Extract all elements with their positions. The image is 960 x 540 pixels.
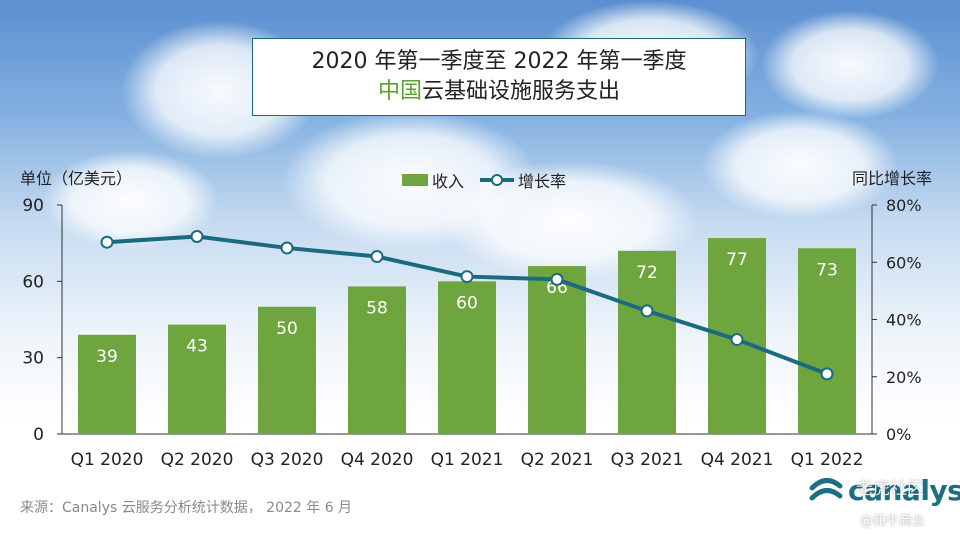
growth-point (640, 304, 654, 318)
chart-title-rest: 云基础设施服务支出 (422, 79, 621, 104)
left-tick-label: 0 (33, 425, 44, 445)
x-tick-label: Q4 2021 (701, 450, 774, 470)
bar (258, 306, 316, 434)
x-tick-label: Q2 2021 (521, 450, 594, 470)
bar (618, 250, 676, 434)
chart-title-highlight: 中国 (377, 79, 422, 104)
right-tick-label: 20% (886, 368, 922, 387)
legend-line-label: 增长率 (518, 172, 567, 191)
x-tick-label: Q1 2020 (71, 450, 144, 470)
left-tick-label: 90 (22, 196, 44, 216)
bar-value-label: 73 (816, 260, 838, 280)
bar (168, 324, 226, 434)
x-tick-label: Q3 2021 (611, 450, 684, 470)
left-axis-title: 单位（亿美元） (20, 169, 133, 188)
left-tick-label: 30 (22, 349, 44, 369)
right-tick-label: 0% (886, 425, 911, 444)
growth-point (820, 367, 834, 381)
canalys-logo-icon (809, 477, 843, 500)
right-axis-title: 同比增长率 (851, 169, 932, 188)
growth-point (370, 250, 384, 264)
watermark-handle: @和牛商业 (860, 514, 926, 529)
bar-value-label: 43 (186, 337, 208, 357)
bar (348, 286, 406, 434)
canalys-logo-text: canalys (848, 474, 960, 507)
chart-title-box: 2020 年第一季度至 2022 年第一季度 中国云基础设施服务支出 (252, 38, 746, 116)
bar (528, 266, 586, 434)
x-tick-label: Q3 2020 (251, 450, 324, 470)
bar-value-label: 58 (366, 298, 388, 318)
watermark-text: 老虎社区 (856, 479, 924, 499)
left-tick-label: 60 (22, 272, 44, 292)
legend-item-revenue: 收入 (402, 168, 464, 192)
bar-value-label: 72 (636, 263, 658, 283)
bar (438, 281, 496, 434)
right-tick-label: 40% (886, 311, 922, 330)
cloud (760, 10, 940, 120)
source-note: 来源：Canalys 云服务分析统计数据， 2022 年 6 月 (20, 500, 353, 516)
growth-point (100, 235, 114, 249)
canalys-logo: canalys (808, 474, 960, 507)
growth-point (550, 272, 564, 286)
chart-title-line1: 2020 年第一季度至 2022 年第一季度 (311, 49, 687, 74)
cloud (40, 150, 220, 250)
legend-item-growth: 增长率 (480, 168, 566, 192)
right-tick-label: 80% (886, 196, 922, 215)
cloud (700, 110, 900, 220)
legend: 收入 增长率 (402, 168, 566, 192)
bar-value-label: 77 (726, 250, 748, 270)
legend-line-swatch (480, 174, 515, 186)
growth-point (190, 229, 204, 243)
bar-value-label: 50 (276, 319, 298, 339)
bar (78, 334, 136, 434)
growth-point (730, 333, 744, 347)
legend-bar-label: 收入 (432, 172, 465, 191)
right-tick-label: 60% (886, 253, 922, 272)
x-tick-label: Q1 2022 (791, 450, 864, 470)
chart-title-line2: 中国云基础设施服务支出 (253, 77, 745, 107)
x-tick-label: Q1 2021 (431, 450, 504, 470)
growth-point (460, 270, 474, 284)
x-tick-label: Q2 2020 (161, 450, 234, 470)
x-tick-label: Q4 2020 (341, 450, 414, 470)
bar-value-label: 39 (96, 347, 118, 367)
growth-point (280, 241, 294, 255)
bar-value-label: 60 (456, 293, 478, 313)
legend-bar-swatch (402, 174, 428, 186)
bar (798, 248, 856, 434)
